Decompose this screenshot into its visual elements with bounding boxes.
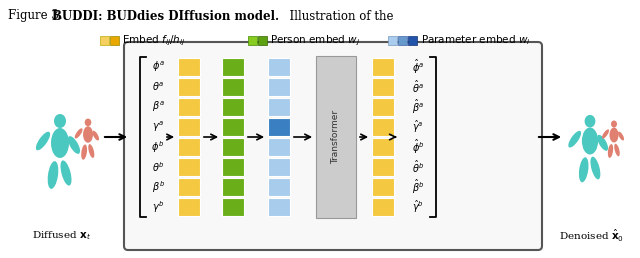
Ellipse shape bbox=[597, 135, 608, 151]
Ellipse shape bbox=[579, 157, 589, 182]
Text: $\beta^a$: $\beta^a$ bbox=[152, 100, 164, 114]
Text: $\phi^a$: $\phi^a$ bbox=[152, 60, 164, 74]
Bar bbox=[222, 58, 244, 76]
Bar bbox=[100, 36, 109, 45]
Ellipse shape bbox=[608, 144, 613, 158]
Text: $\hat{\gamma}^b$: $\hat{\gamma}^b$ bbox=[412, 199, 424, 215]
Text: $\gamma^a$: $\gamma^a$ bbox=[152, 120, 164, 134]
Text: $\hat{\phi}^b$: $\hat{\phi}^b$ bbox=[412, 138, 424, 156]
Text: Illustration of the: Illustration of the bbox=[282, 10, 394, 22]
Bar bbox=[398, 36, 407, 45]
Bar bbox=[178, 118, 200, 136]
Ellipse shape bbox=[582, 127, 598, 155]
Bar bbox=[268, 98, 290, 116]
Text: Denoised $\hat{\mathbf{x}}_0$: Denoised $\hat{\mathbf{x}}_0$ bbox=[559, 228, 625, 244]
Bar bbox=[178, 138, 200, 156]
Bar bbox=[268, 58, 290, 76]
Bar bbox=[178, 178, 200, 196]
Text: $\hat{\beta}^a$: $\hat{\beta}^a$ bbox=[412, 98, 424, 116]
Bar bbox=[268, 178, 290, 196]
Text: Transformer: Transformer bbox=[332, 110, 340, 164]
Ellipse shape bbox=[611, 120, 617, 127]
Bar bbox=[222, 98, 244, 116]
Bar bbox=[372, 198, 394, 216]
Ellipse shape bbox=[61, 160, 72, 186]
Bar bbox=[178, 158, 200, 176]
Ellipse shape bbox=[584, 115, 595, 127]
Bar bbox=[222, 78, 244, 96]
Ellipse shape bbox=[568, 131, 581, 148]
Bar bbox=[372, 78, 394, 96]
Ellipse shape bbox=[591, 157, 600, 179]
Ellipse shape bbox=[81, 144, 87, 160]
Text: Person embed $w_j$: Person embed $w_j$ bbox=[270, 33, 360, 48]
Ellipse shape bbox=[609, 127, 618, 142]
Ellipse shape bbox=[84, 118, 92, 126]
Ellipse shape bbox=[51, 128, 69, 158]
Ellipse shape bbox=[83, 126, 93, 143]
Ellipse shape bbox=[614, 144, 620, 156]
Bar bbox=[408, 36, 417, 45]
Text: $\hat{\gamma}^a$: $\hat{\gamma}^a$ bbox=[412, 119, 424, 135]
Bar bbox=[372, 158, 394, 176]
Text: $\hat{\theta}^a$: $\hat{\theta}^a$ bbox=[412, 79, 424, 95]
FancyBboxPatch shape bbox=[124, 42, 542, 250]
Text: $\beta^b$: $\beta^b$ bbox=[152, 179, 164, 195]
Bar bbox=[110, 36, 119, 45]
Bar bbox=[248, 36, 257, 45]
Bar bbox=[372, 118, 394, 136]
Bar bbox=[222, 178, 244, 196]
Text: BUDDI: BUDdies DIffusion model.: BUDDI: BUDdies DIffusion model. bbox=[52, 10, 279, 22]
Text: Diffused $\mathbf{x}_t$: Diffused $\mathbf{x}_t$ bbox=[33, 230, 92, 243]
Bar bbox=[222, 118, 244, 136]
Ellipse shape bbox=[92, 131, 99, 141]
Bar bbox=[268, 158, 290, 176]
Bar bbox=[178, 98, 200, 116]
Bar bbox=[388, 36, 397, 45]
Bar bbox=[372, 178, 394, 196]
Bar bbox=[372, 138, 394, 156]
Bar bbox=[258, 36, 267, 45]
Bar bbox=[268, 138, 290, 156]
Bar bbox=[316, 56, 356, 218]
Text: $\theta^a$: $\theta^a$ bbox=[152, 81, 164, 93]
Bar bbox=[268, 118, 290, 136]
Text: $\theta^b$: $\theta^b$ bbox=[152, 160, 164, 174]
Text: $\hat{\beta}^b$: $\hat{\beta}^b$ bbox=[412, 178, 424, 196]
Ellipse shape bbox=[88, 144, 94, 158]
Text: Embed $f_{ij}/h_{ij}$: Embed $f_{ij}/h_{ij}$ bbox=[122, 33, 186, 48]
Bar bbox=[372, 98, 394, 116]
Text: $\hat{\phi}^a$: $\hat{\phi}^a$ bbox=[412, 58, 424, 76]
Text: $\hat{\theta}^b$: $\hat{\theta}^b$ bbox=[412, 159, 424, 175]
Bar bbox=[372, 58, 394, 76]
Ellipse shape bbox=[68, 136, 80, 154]
Ellipse shape bbox=[36, 132, 50, 150]
Ellipse shape bbox=[54, 114, 66, 128]
Text: $\phi^b$: $\phi^b$ bbox=[152, 139, 164, 155]
Text: Figure 3.: Figure 3. bbox=[8, 10, 70, 22]
Bar bbox=[178, 78, 200, 96]
Ellipse shape bbox=[602, 129, 609, 139]
Text: $\gamma^b$: $\gamma^b$ bbox=[152, 199, 164, 215]
Bar bbox=[268, 78, 290, 96]
Text: Parameter embed $w_i$: Parameter embed $w_i$ bbox=[421, 34, 531, 47]
Bar bbox=[222, 158, 244, 176]
Bar bbox=[268, 198, 290, 216]
Bar bbox=[222, 138, 244, 156]
Bar bbox=[178, 198, 200, 216]
Bar bbox=[222, 198, 244, 216]
Ellipse shape bbox=[75, 128, 83, 139]
Bar bbox=[178, 58, 200, 76]
Ellipse shape bbox=[618, 132, 624, 140]
Ellipse shape bbox=[47, 161, 58, 189]
